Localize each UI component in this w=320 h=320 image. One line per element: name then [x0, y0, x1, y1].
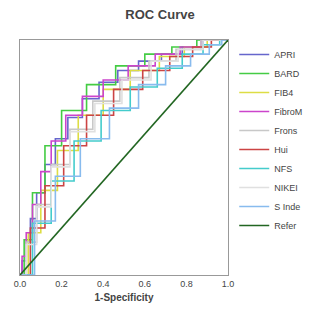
svg-text:0.0: 0.0 [14, 279, 27, 289]
svg-text:FIB4: FIB4 [274, 88, 293, 98]
svg-text:APRI: APRI [274, 50, 295, 60]
svg-text:NIKEI: NIKEI [274, 183, 298, 193]
svg-text:FibroM: FibroM [274, 107, 302, 117]
svg-text:0.2: 0.2 [55, 279, 68, 289]
svg-text:ROC Curve: ROC Curve [125, 7, 194, 22]
svg-text:1.0: 1.0 [222, 279, 235, 289]
svg-text:Frons: Frons [274, 126, 298, 136]
svg-text:NFS: NFS [274, 164, 292, 174]
svg-text:BARD: BARD [274, 69, 300, 79]
svg-text:0.4: 0.4 [97, 279, 110, 289]
svg-text:S Inde: S Inde [274, 202, 300, 212]
svg-text:1-Specificity: 1-Specificity [95, 292, 154, 303]
svg-text:Hui: Hui [274, 145, 288, 155]
svg-text:0.8: 0.8 [180, 279, 193, 289]
svg-text:0.6: 0.6 [139, 279, 152, 289]
svg-text:Refer: Refer [274, 221, 296, 231]
